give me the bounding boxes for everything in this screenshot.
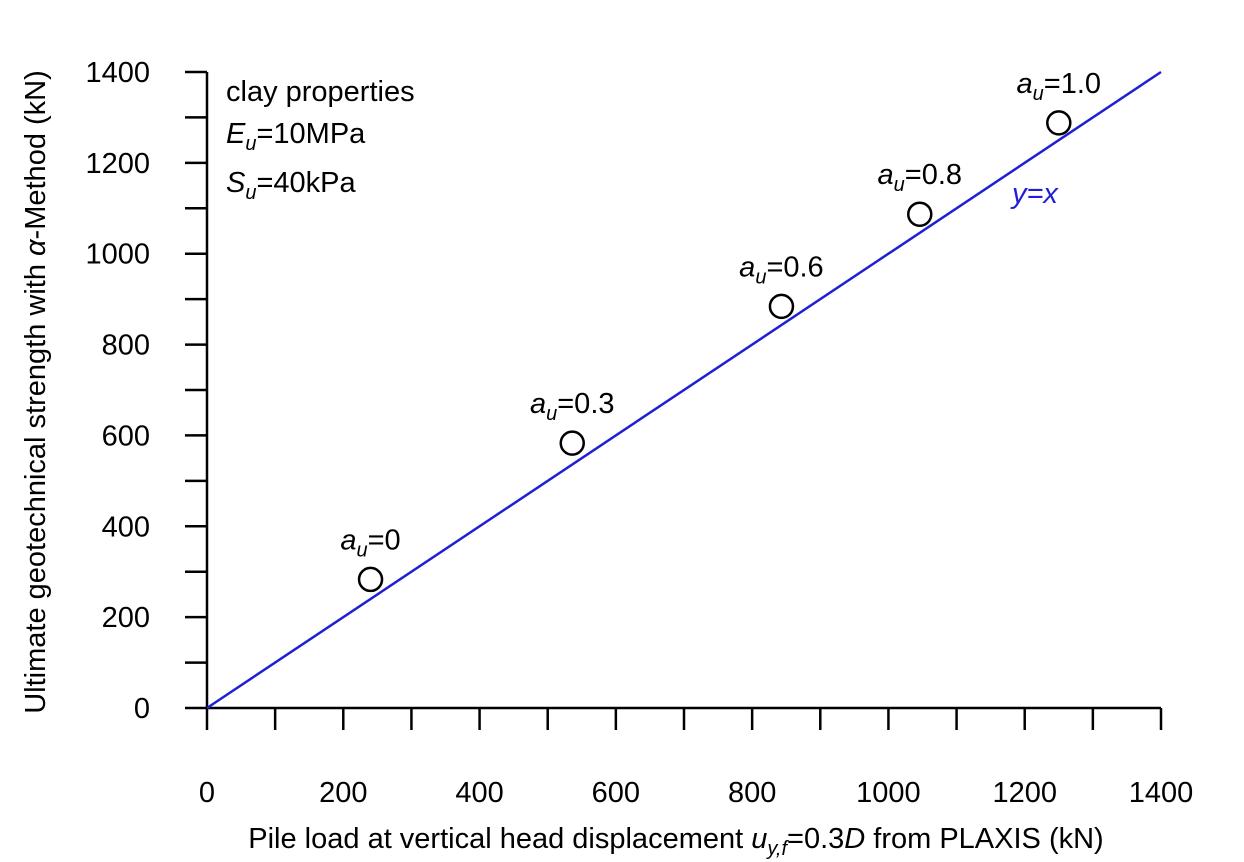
x-axis-label-var: u <box>751 823 767 855</box>
data-point-label-value: =0.8 <box>905 159 962 191</box>
ticks: 0 200 400 600 800 1000 1200 1400 0 200 400 600 800 10… <box>85 57 1193 809</box>
data-point-label: au=0.3 <box>530 388 615 425</box>
x-axis-label-sub: y,f <box>765 838 789 860</box>
data-point-label-value: =0.3 <box>557 388 614 420</box>
data-point-label-sub: u <box>1033 83 1044 105</box>
annotation-line-2-var: E <box>226 118 246 150</box>
annotation-line-2-sub: u <box>245 133 256 155</box>
y-tick-label: 800 <box>102 330 150 362</box>
data-point <box>1046 110 1072 136</box>
y-axis-label-var: α <box>20 238 52 256</box>
annotation-line-2: Eu=10MPa <box>226 118 366 155</box>
x-tick-label: 0 <box>199 777 215 809</box>
point-labels: au=0au=0.3au=0.6au=0.8au=1.0 <box>340 68 1101 562</box>
data-point <box>559 430 585 456</box>
data-point-label: au=0 <box>340 524 400 561</box>
data-point-label-value: =0.6 <box>766 251 823 283</box>
reference-line <box>206 70 1162 710</box>
x-tick-label: 1400 <box>1129 777 1194 809</box>
x-axis-label-mid: =0.3 <box>787 823 844 855</box>
data-point-label-sub: u <box>546 403 557 425</box>
x-axis-label-pre: Pile load at vertical head displacement <box>248 823 751 855</box>
data-point <box>907 201 933 227</box>
annotation-line-3-var: S <box>226 167 246 199</box>
x-axis-label-var2: D <box>844 823 865 855</box>
data-point-label: au=0.8 <box>878 159 963 196</box>
annotation-line-2-val: =10MPa <box>256 118 366 150</box>
x-tick-label: 600 <box>592 777 640 809</box>
x-axis-label-post: from PLAXIS (kN) <box>865 823 1104 855</box>
y-axis-label-pre: Ultimate geotechnical strength with <box>20 256 52 714</box>
reference-line-layer <box>206 70 1162 710</box>
data-points <box>357 110 1072 593</box>
y-tick-label: 600 <box>102 420 150 452</box>
y-tick-label: 0 <box>134 693 150 725</box>
y-tick-label: 1200 <box>85 148 150 180</box>
data-point-label: au=0.6 <box>739 251 824 288</box>
x-tick-label: 200 <box>319 777 367 809</box>
y-tick-label: 400 <box>102 511 150 543</box>
data-point <box>357 566 384 593</box>
y-tick-label: 1400 <box>85 57 150 89</box>
annotation-line-3-sub: u <box>245 182 256 204</box>
annotation-line-3-val: =40kPa <box>256 167 356 199</box>
reference-line-label: y=x <box>1010 178 1059 210</box>
data-point <box>768 293 795 320</box>
annotation-line-3: Su=40kPa <box>226 167 357 204</box>
annotation-line-1: clay properties <box>226 76 415 108</box>
data-point-label-sub: u <box>357 539 368 561</box>
y-axis-label: Ultimate geotechnical strength with α-Me… <box>20 70 52 714</box>
data-point-label-sub: u <box>755 266 766 288</box>
data-point-label-var: a <box>878 159 894 191</box>
data-point-label-sub: u <box>894 174 905 196</box>
x-tick-label: 400 <box>455 777 503 809</box>
x-tick-label: 1000 <box>856 777 921 809</box>
data-point-label: au=1.0 <box>1017 68 1102 105</box>
x-axis-label: Pile load at vertical head displacement … <box>248 823 1103 860</box>
x-tick-label: 1200 <box>992 777 1057 809</box>
y-axis-label-post: -Method (kN) <box>20 70 52 239</box>
data-point-label-var: a <box>739 251 755 283</box>
data-point-label-var: a <box>340 524 356 556</box>
data-point-label-var: a <box>530 388 546 420</box>
y-tick-label: 1000 <box>85 239 150 271</box>
clay-properties-annotation: clay properties Eu=10MPa Su=40kPa <box>226 76 415 204</box>
data-point-label-value: =0 <box>368 524 401 556</box>
data-point-label-value: =1.0 <box>1044 68 1101 100</box>
y-tick-label: 200 <box>102 602 150 634</box>
x-tick-label: 800 <box>728 777 776 809</box>
data-point-label-var: a <box>1017 68 1033 100</box>
